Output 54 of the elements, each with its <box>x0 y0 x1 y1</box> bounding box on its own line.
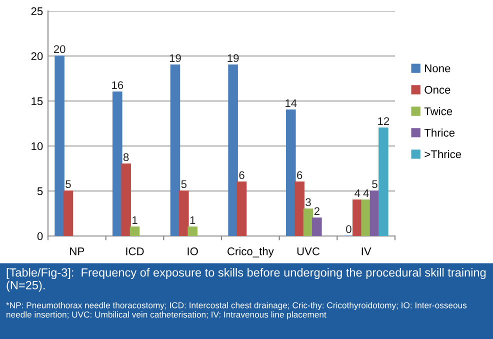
data-label: 12 <box>378 117 390 125</box>
x-tick-label: IO <box>188 247 198 256</box>
y-tick-label: 10 <box>32 142 43 150</box>
data-label: 2 <box>314 207 320 215</box>
text: [Table/Fig-3]: Frequency of exposure to skills before undergoing the procedural skill training (N=25). <box>6 268 486 292</box>
bar <box>361 199 371 236</box>
data-label: 19 <box>170 54 181 62</box>
y-tick-label: 25 <box>31 7 43 16</box>
legend-label: Twice <box>424 107 452 116</box>
data-label: 4 <box>363 189 369 197</box>
bar <box>179 190 189 236</box>
x-tick-label: ICD <box>126 247 144 256</box>
bar <box>294 181 304 236</box>
bar <box>236 181 247 236</box>
data-label: 5 <box>372 180 378 188</box>
text: *NP: Pneumothorax needle thoracostomy; ICD: Intercostal chest drainage; Cric-thy: Cricothyroidotomy; IO: Inter-osseous needle insertion; UVC: Umbilical vein catheterisation; IV: Intravenous line placement <box>6 302 467 320</box>
data-label: 5 <box>66 180 71 188</box>
y-tick-label: 0 <box>37 232 43 240</box>
data-label: 20 <box>54 45 66 54</box>
bar <box>170 64 180 236</box>
bar <box>303 208 314 236</box>
bar <box>54 55 64 236</box>
data-label: 8 <box>123 153 129 162</box>
legend-label: None <box>425 64 450 72</box>
bar <box>130 226 140 236</box>
x-tick-label: Crico_thy <box>228 247 274 258</box>
x-tick-label: IV <box>362 248 372 256</box>
y-tick-label: 20 <box>31 52 43 60</box>
y-tick-label: 5 <box>37 187 43 196</box>
bar <box>228 64 238 236</box>
bar <box>121 163 131 236</box>
bar <box>286 109 296 236</box>
x-tick-label: UVC <box>297 247 320 256</box>
y-tick-label: 15 <box>32 97 43 106</box>
legend-label: Once <box>424 86 450 94</box>
x-tick-label: NP <box>70 248 84 256</box>
data-label: 0 <box>346 225 352 234</box>
bar <box>188 226 198 236</box>
data-label: 1 <box>132 216 138 224</box>
bar <box>63 190 74 236</box>
bar <box>112 91 122 236</box>
data-label: 1 <box>190 216 196 224</box>
bar <box>378 127 388 236</box>
data-label: 5 <box>181 180 187 188</box>
data-label: 6 <box>297 171 302 180</box>
data-label: 4 <box>354 189 360 197</box>
bar <box>312 217 322 236</box>
data-label: 16 <box>112 81 124 90</box>
legend-label: >Thrice <box>424 150 462 158</box>
legend-label: Thrice <box>424 128 455 137</box>
data-label: 14 <box>286 99 297 107</box>
data-label: 3 <box>306 198 311 206</box>
data-label: 19 <box>228 54 239 62</box>
data-label: 6 <box>239 171 244 180</box>
